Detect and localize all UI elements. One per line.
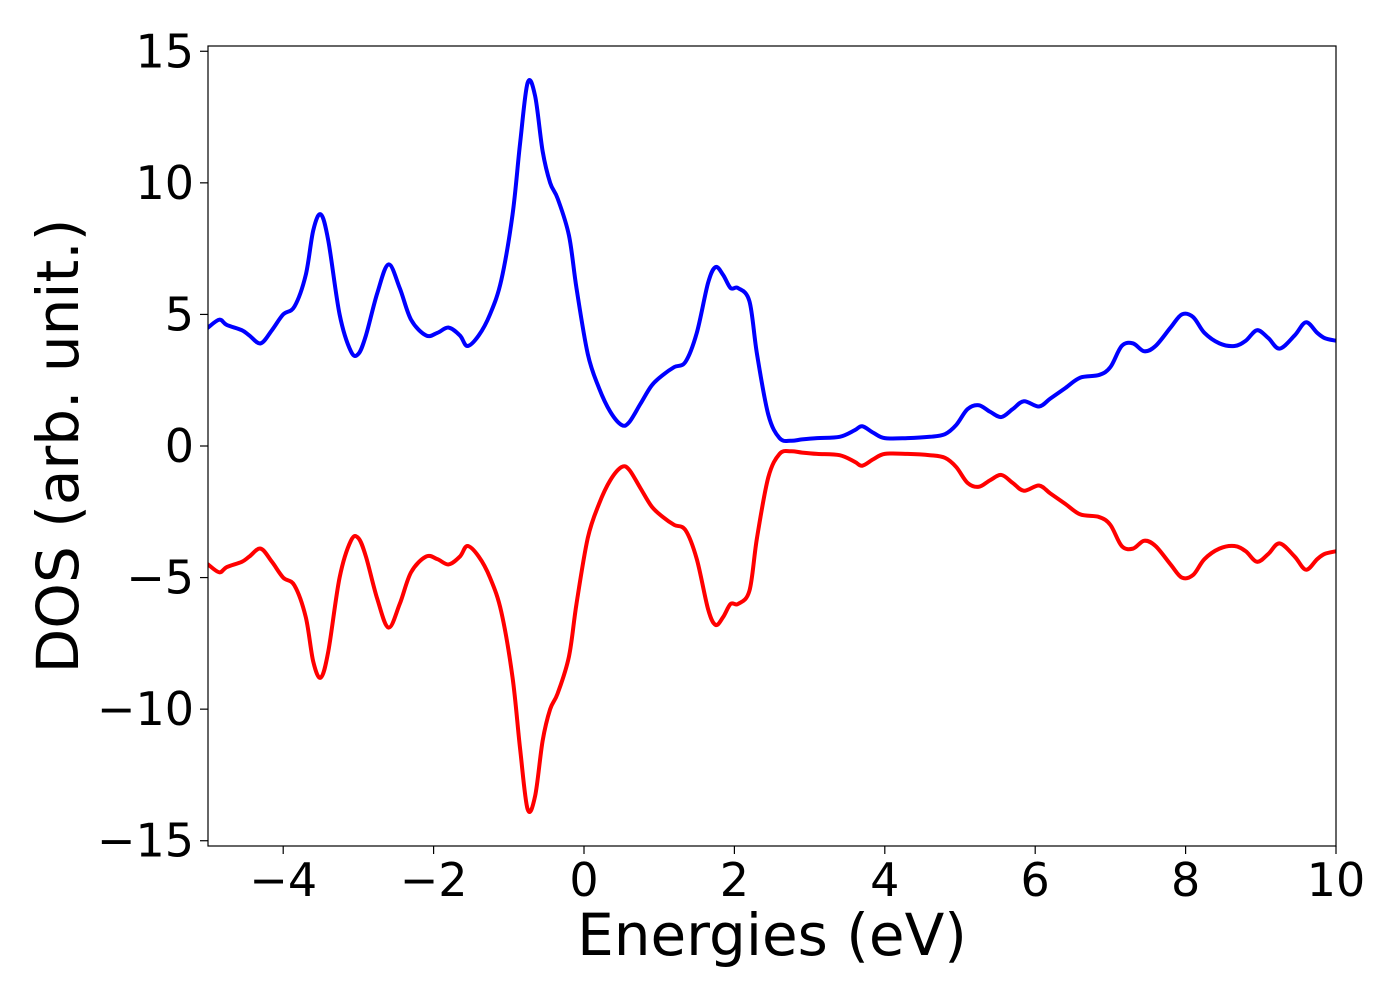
y-tick-label: 10 <box>135 156 194 210</box>
y-axis-label: DOS (arb. unit.) <box>24 219 92 674</box>
y-tick-label: −15 <box>97 814 194 868</box>
x-tick-label: 8 <box>1171 853 1200 907</box>
x-tick-label: 2 <box>720 853 749 907</box>
y-tick-label: −5 <box>126 551 194 605</box>
y-tick-label: 0 <box>165 419 194 473</box>
x-axis-ticks: −4 −2 0 2 4 6 8 10 <box>249 846 1365 907</box>
y-axis-ticks: 15 10 5 0 −5 −10 −15 <box>97 24 208 868</box>
x-tick-label: 0 <box>569 853 598 907</box>
x-axis-label: Energies (eV) <box>577 901 967 969</box>
y-tick-label: 5 <box>165 287 194 341</box>
y-tick-label: 15 <box>135 24 194 78</box>
x-tick-label: −4 <box>249 853 317 907</box>
x-tick-label: 6 <box>1021 853 1050 907</box>
x-tick-label: 10 <box>1307 853 1366 907</box>
x-tick-label: −2 <box>400 853 468 907</box>
dos-series-down-line <box>208 449 1336 815</box>
series-layer <box>208 77 1336 815</box>
x-tick-label: 4 <box>870 853 899 907</box>
dos-series-up-line <box>208 77 1336 443</box>
y-tick-label: −10 <box>97 682 194 736</box>
